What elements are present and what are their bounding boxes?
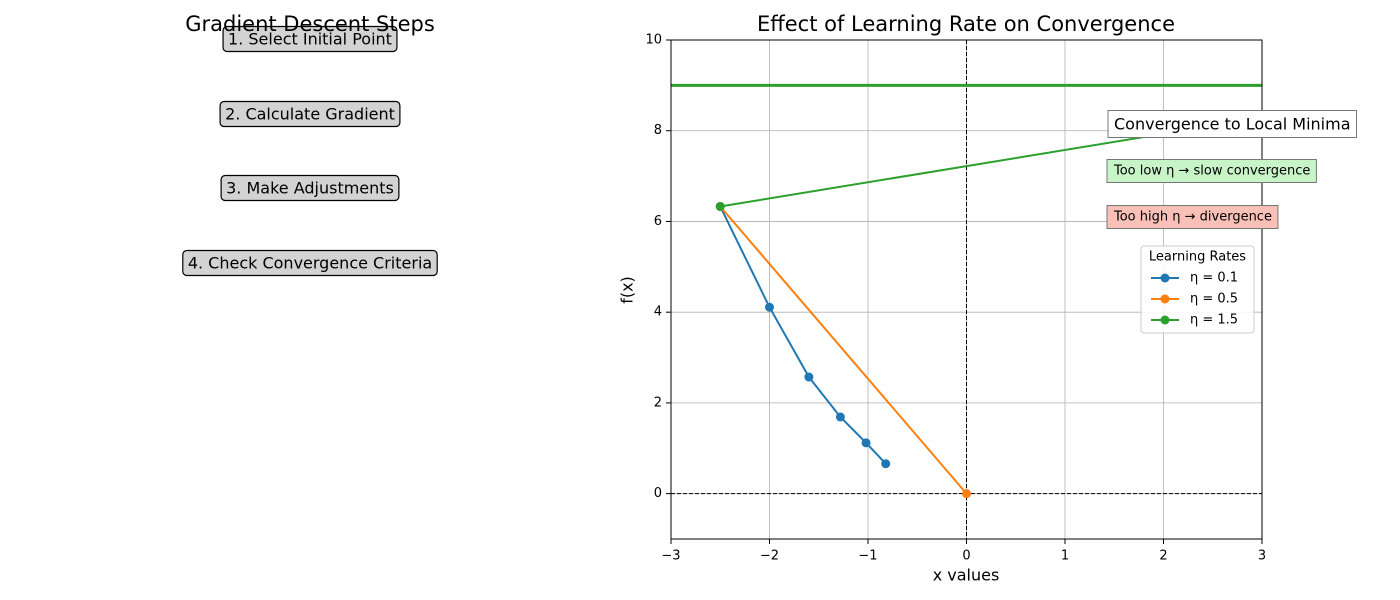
annotation-box <box>1106 159 1317 183</box>
steps-panel: 1. Select Initial Point 2. Calculate Grad… <box>182 25 438 277</box>
series-line <box>720 116 1262 208</box>
point <box>715 201 725 211</box>
step-label: 4. Check Convergence Criteria <box>188 254 432 273</box>
x-tick-label: 0 <box>962 549 970 564</box>
legend-label: η = 0.1 <box>1190 271 1238 286</box>
y-tick-label: 6 <box>654 214 662 229</box>
chart-title: Effect of Learning Rate on Convergence <box>757 12 1175 36</box>
legend-marker <box>1160 273 1170 283</box>
point <box>861 438 871 448</box>
y-tick-label: 4 <box>654 305 662 320</box>
x-tick-label: −3 <box>661 549 680 564</box>
y-axis-label: f(x) <box>618 276 637 304</box>
y-tick-label: 8 <box>654 123 662 138</box>
step-box <box>220 174 400 202</box>
plot-frame <box>670 39 1263 540</box>
annotation: Too high η → divergence <box>1113 210 1272 225</box>
legend-label: η = 0.5 <box>1190 292 1238 307</box>
x-axis-label: x values <box>933 566 1000 585</box>
x-tick-label: 1 <box>1061 549 1069 564</box>
step-box <box>222 25 398 53</box>
legend-box <box>1140 245 1255 334</box>
annotation-box <box>1107 110 1358 138</box>
y-tick-label: 0 <box>654 486 662 501</box>
chart: −3 −2 −1 0 1 2 3 0 2 4 6 8 10 Convergence to Local Mi… <box>645 33 1358 564</box>
point <box>881 459 891 469</box>
series-line <box>719 205 968 495</box>
x-tick-label: −1 <box>858 549 877 564</box>
legend-title: Learning Rates <box>1149 250 1246 265</box>
annotation: Convergence to Local Minima <box>1114 115 1351 134</box>
y-tick-label: 10 <box>645 33 662 48</box>
legend-marker <box>1160 315 1170 325</box>
x-tick-label: 3 <box>1258 549 1266 564</box>
step-box <box>182 249 438 277</box>
point <box>962 489 971 499</box>
step-label: 2. Calculate Gradient <box>225 105 395 124</box>
series-line <box>719 206 887 465</box>
annotation-box <box>1106 205 1279 229</box>
legend-label: η = 1.5 <box>1190 313 1238 328</box>
point <box>804 372 814 382</box>
annotation: Too low η → slow convergence <box>1113 164 1310 179</box>
step-label: 1. Select Initial Point <box>228 30 392 49</box>
legend-marker <box>1160 294 1170 304</box>
y-tick-label: 2 <box>654 395 662 410</box>
x-tick-label: 2 <box>1159 549 1167 564</box>
panel-title: Gradient Descent Steps <box>185 12 435 36</box>
x-tick-label: −2 <box>760 549 779 564</box>
point <box>835 412 845 422</box>
step-label: 3. Make Adjustments <box>226 179 394 198</box>
step-box <box>219 100 401 128</box>
point <box>765 302 774 312</box>
plot-area <box>671 40 1262 539</box>
